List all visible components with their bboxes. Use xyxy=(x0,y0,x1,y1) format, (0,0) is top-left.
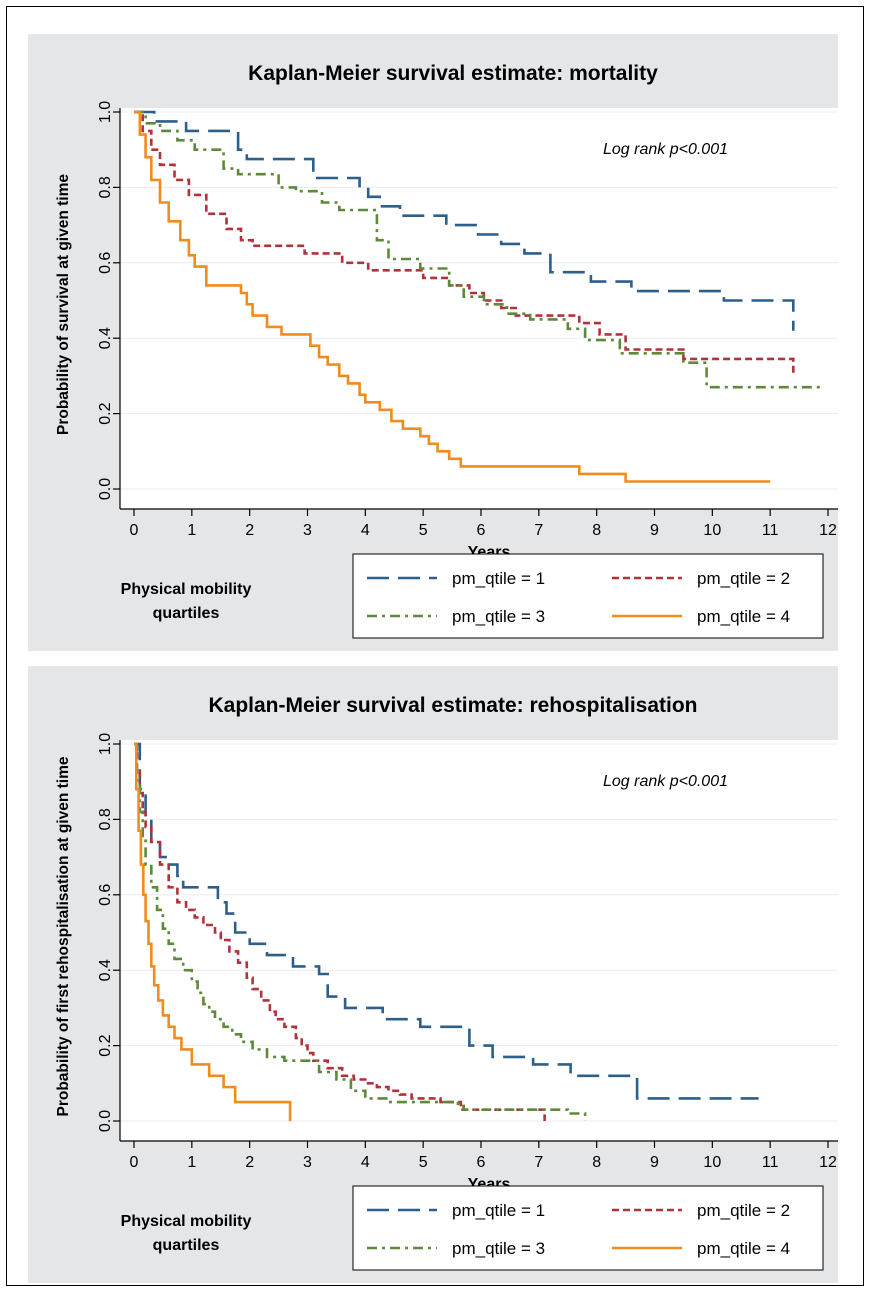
series-line-2 xyxy=(134,742,546,1121)
legend-title-line-2: quartiles xyxy=(153,1237,220,1254)
y-tick-label: 0.4 xyxy=(97,327,114,349)
y-tick-label: 0.0 xyxy=(97,478,114,500)
legend-label-1: pm_qtile = 1 xyxy=(452,569,545,588)
chart-title: Kaplan-Meier survival estimate: rehospit… xyxy=(209,694,698,717)
x-tick-label: 10 xyxy=(703,1154,721,1171)
mortality-chart: Kaplan-Meier survival estimate: mortalit… xyxy=(28,34,838,651)
series-line-3 xyxy=(134,110,823,389)
x-tick-label: 6 xyxy=(477,1154,486,1171)
plot-area xyxy=(120,108,838,509)
rehospitalisation-chart: Kaplan-Meier survival estimate: rehospit… xyxy=(28,666,838,1283)
x-tick-label: 7 xyxy=(534,522,543,539)
legend-label-4: pm_qtile = 4 xyxy=(697,1239,790,1258)
y-tick-label: 1.0 xyxy=(97,733,114,755)
figure-frame: Kaplan-Meier survival estimate: mortalit… xyxy=(6,6,864,1286)
x-tick-label: 5 xyxy=(419,1154,428,1171)
legend-title-line-1: Physical mobility xyxy=(121,1213,252,1230)
log-rank-annotation: Log rank p<0.001 xyxy=(603,141,728,158)
y-axis-label: Probability of first rehospitalisation a… xyxy=(55,756,72,1116)
x-tick-label: 12 xyxy=(819,1154,837,1171)
legend-box xyxy=(352,553,824,639)
log-rank-annotation: Log rank p<0.001 xyxy=(603,773,728,790)
x-tick-label: 7 xyxy=(534,1154,543,1171)
x-tick-label: 3 xyxy=(303,1154,312,1171)
y-tick-label: 0.8 xyxy=(97,176,114,198)
y-tick-label: 0.0 xyxy=(97,1110,114,1132)
legend-title-line-1: Physical mobility xyxy=(121,581,252,598)
y-tick-label: 0.2 xyxy=(97,1034,114,1056)
y-tick-label: 0.6 xyxy=(97,884,114,906)
x-tick-label: 9 xyxy=(650,1154,659,1171)
series-line-3 xyxy=(134,742,587,1121)
x-tick-label: 2 xyxy=(245,1154,254,1171)
x-tick-label: 4 xyxy=(361,522,370,539)
x-tick-label: 10 xyxy=(703,522,721,539)
x-tick-label: 0 xyxy=(130,1154,139,1171)
y-axis-label: Probability of survival at given time xyxy=(55,174,72,435)
legend-label-1: pm_qtile = 1 xyxy=(452,1201,545,1220)
x-tick-label: 12 xyxy=(819,522,837,539)
series-line-4 xyxy=(134,110,771,483)
x-tick-label: 0 xyxy=(130,522,139,539)
legend-label-3: pm_qtile = 3 xyxy=(452,1239,545,1258)
x-tick-label: 9 xyxy=(650,522,659,539)
series-line-4 xyxy=(134,742,292,1121)
y-tick-label: 0.8 xyxy=(97,808,114,830)
legend-title-line-2: quartiles xyxy=(153,605,220,622)
x-tick-label: 5 xyxy=(419,522,428,539)
x-tick-label: 4 xyxy=(361,1154,370,1171)
y-tick-label: 0.6 xyxy=(97,252,114,274)
legend-label-2: pm_qtile = 2 xyxy=(697,1201,790,1220)
x-tick-label: 8 xyxy=(592,522,601,539)
legend-label-3: pm_qtile = 3 xyxy=(452,607,545,626)
y-tick-label: 0.2 xyxy=(97,402,114,424)
x-tick-label: 11 xyxy=(762,522,779,539)
x-tick-label: 8 xyxy=(592,1154,601,1171)
x-tick-label: 6 xyxy=(477,522,486,539)
x-tick-label: 2 xyxy=(245,522,254,539)
chart-title: Kaplan-Meier survival estimate: mortalit… xyxy=(248,62,658,85)
plot-area xyxy=(120,740,838,1141)
series-line-1 xyxy=(134,110,795,331)
legend-label-2: pm_qtile = 2 xyxy=(697,569,790,588)
y-tick-label: 1.0 xyxy=(97,101,114,123)
legend-box xyxy=(352,1185,824,1271)
y-tick-label: 0.4 xyxy=(97,959,114,981)
x-tick-label: 3 xyxy=(303,522,312,539)
legend-label-4: pm_qtile = 4 xyxy=(697,607,790,626)
x-tick-label: 1 xyxy=(187,522,196,539)
x-tick-label: 11 xyxy=(762,1154,779,1171)
x-tick-label: 1 xyxy=(187,1154,196,1171)
